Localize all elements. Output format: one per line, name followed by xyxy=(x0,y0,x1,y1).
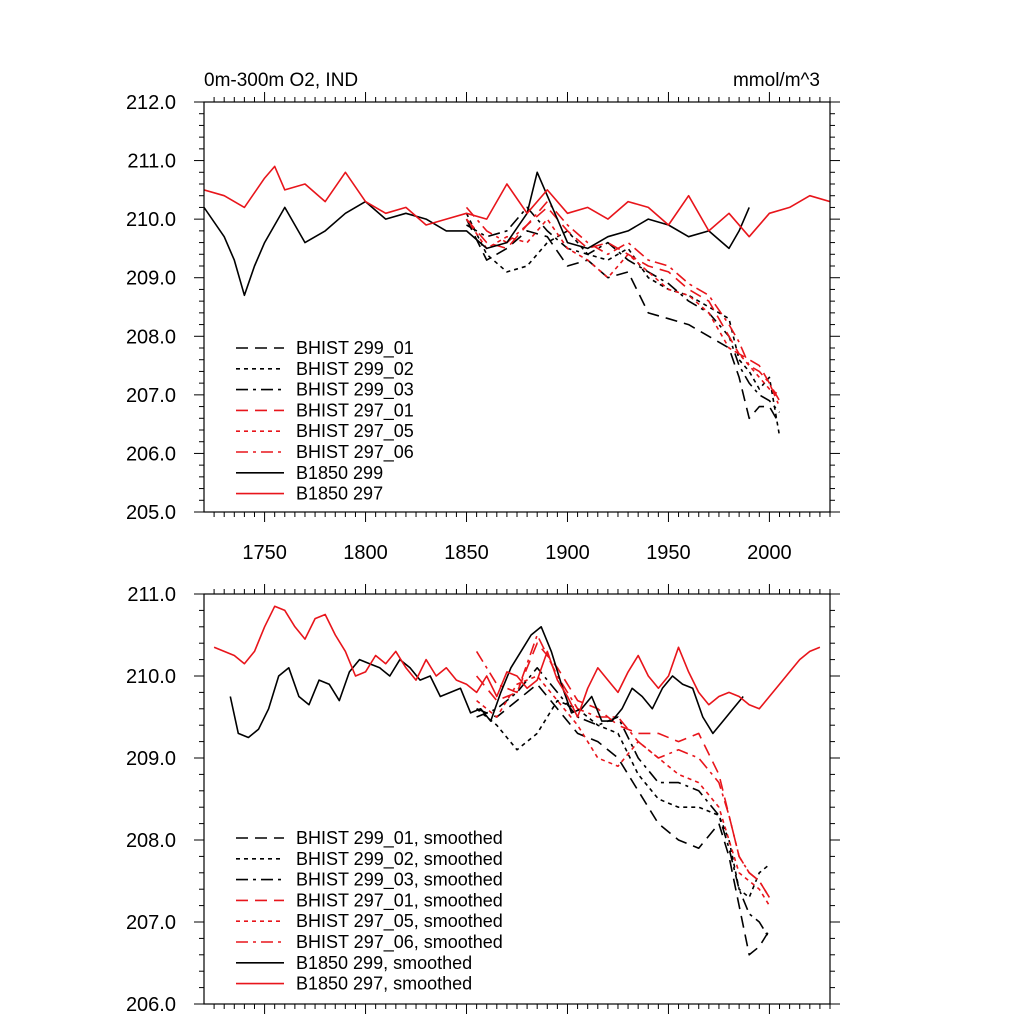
chart-title: 0m-300m O2, IND xyxy=(204,70,358,91)
bottom-panel: 206.0 207.0 208.0 209.0 210.0 211.0 BHIST 299_… xyxy=(126,584,840,1016)
legend-label: BHIST 297_05, smoothed xyxy=(296,911,503,932)
x-tick-label: 1900 xyxy=(545,542,590,564)
series-line-8 xyxy=(213,605,821,718)
series-group xyxy=(204,165,830,437)
series-line-7 xyxy=(204,171,750,297)
top-panel: 1750 1800 1850 1900 1950 2000 205.0 206.0 207.0 2… xyxy=(126,92,840,564)
y-tick-label: 207.0 xyxy=(126,912,176,934)
legend-label: B1850 299 xyxy=(296,463,383,483)
series-line-7 xyxy=(229,625,744,739)
y-tick-label: 206.0 xyxy=(126,443,176,465)
x-tick-label: 1950 xyxy=(646,542,691,564)
legend-label: BHIST 299_02 xyxy=(296,359,414,380)
x-tick-label: 1850 xyxy=(444,542,489,564)
legend-label: BHIST 297_05 xyxy=(296,421,414,442)
series-line-6 xyxy=(465,200,781,407)
x-tick-label: 1800 xyxy=(343,542,388,564)
series-line-2 xyxy=(465,212,781,437)
legend-label: BHIST 297_06, smoothed xyxy=(296,932,503,953)
y-tick-label: 207.0 xyxy=(126,385,176,407)
series-line-4 xyxy=(465,206,781,402)
unit-label: mmol/m^3 xyxy=(733,70,820,91)
series-line-6 xyxy=(475,634,771,898)
y-tick-label: 208.0 xyxy=(126,830,176,852)
legend-label: BHIST 299_03 xyxy=(296,380,414,401)
series-line-1 xyxy=(465,218,781,425)
y-tick-label: 205.0 xyxy=(126,502,176,524)
legend-label: BHIST 297_01 xyxy=(296,400,414,421)
series-line-3 xyxy=(466,206,781,413)
legend-label: BHIST 299_01 xyxy=(296,338,414,359)
legend-label: BHIST 299_03, smoothed xyxy=(296,870,503,891)
y-tick-label: 210.0 xyxy=(126,666,176,688)
x-tick-label: 1750 xyxy=(242,542,287,564)
series-group xyxy=(213,605,821,956)
legend-label: BHIST 297_06 xyxy=(296,442,414,463)
y-tick-label: 210.0 xyxy=(126,209,176,231)
legend-label: B1850 297, smoothed xyxy=(296,974,472,994)
series-line-3 xyxy=(476,666,771,939)
legend-label: BHIST 299_02, smoothed xyxy=(296,849,503,870)
legend-label: B1850 297 xyxy=(296,484,383,504)
y-tick-label: 209.0 xyxy=(126,268,176,290)
y-tick-label: 211.0 xyxy=(127,151,176,173)
y-tick-label: 209.0 xyxy=(126,748,176,770)
y-tick-label: 206.0 xyxy=(126,994,176,1016)
legend-label: B1850 299, smoothed xyxy=(296,953,472,973)
legend-label: BHIST 297_01, smoothed xyxy=(296,890,503,911)
series-line-8 xyxy=(204,165,830,238)
x-tick-label: 2000 xyxy=(747,542,792,564)
y-tick-label: 212.0 xyxy=(126,92,176,114)
series-line-1 xyxy=(476,683,771,956)
legend-label: BHIST 299_01, smoothed xyxy=(296,828,503,849)
series-line-5 xyxy=(476,675,771,907)
y-tick-label: 208.0 xyxy=(126,326,176,348)
y-tick-label: 211.0 xyxy=(127,584,176,606)
